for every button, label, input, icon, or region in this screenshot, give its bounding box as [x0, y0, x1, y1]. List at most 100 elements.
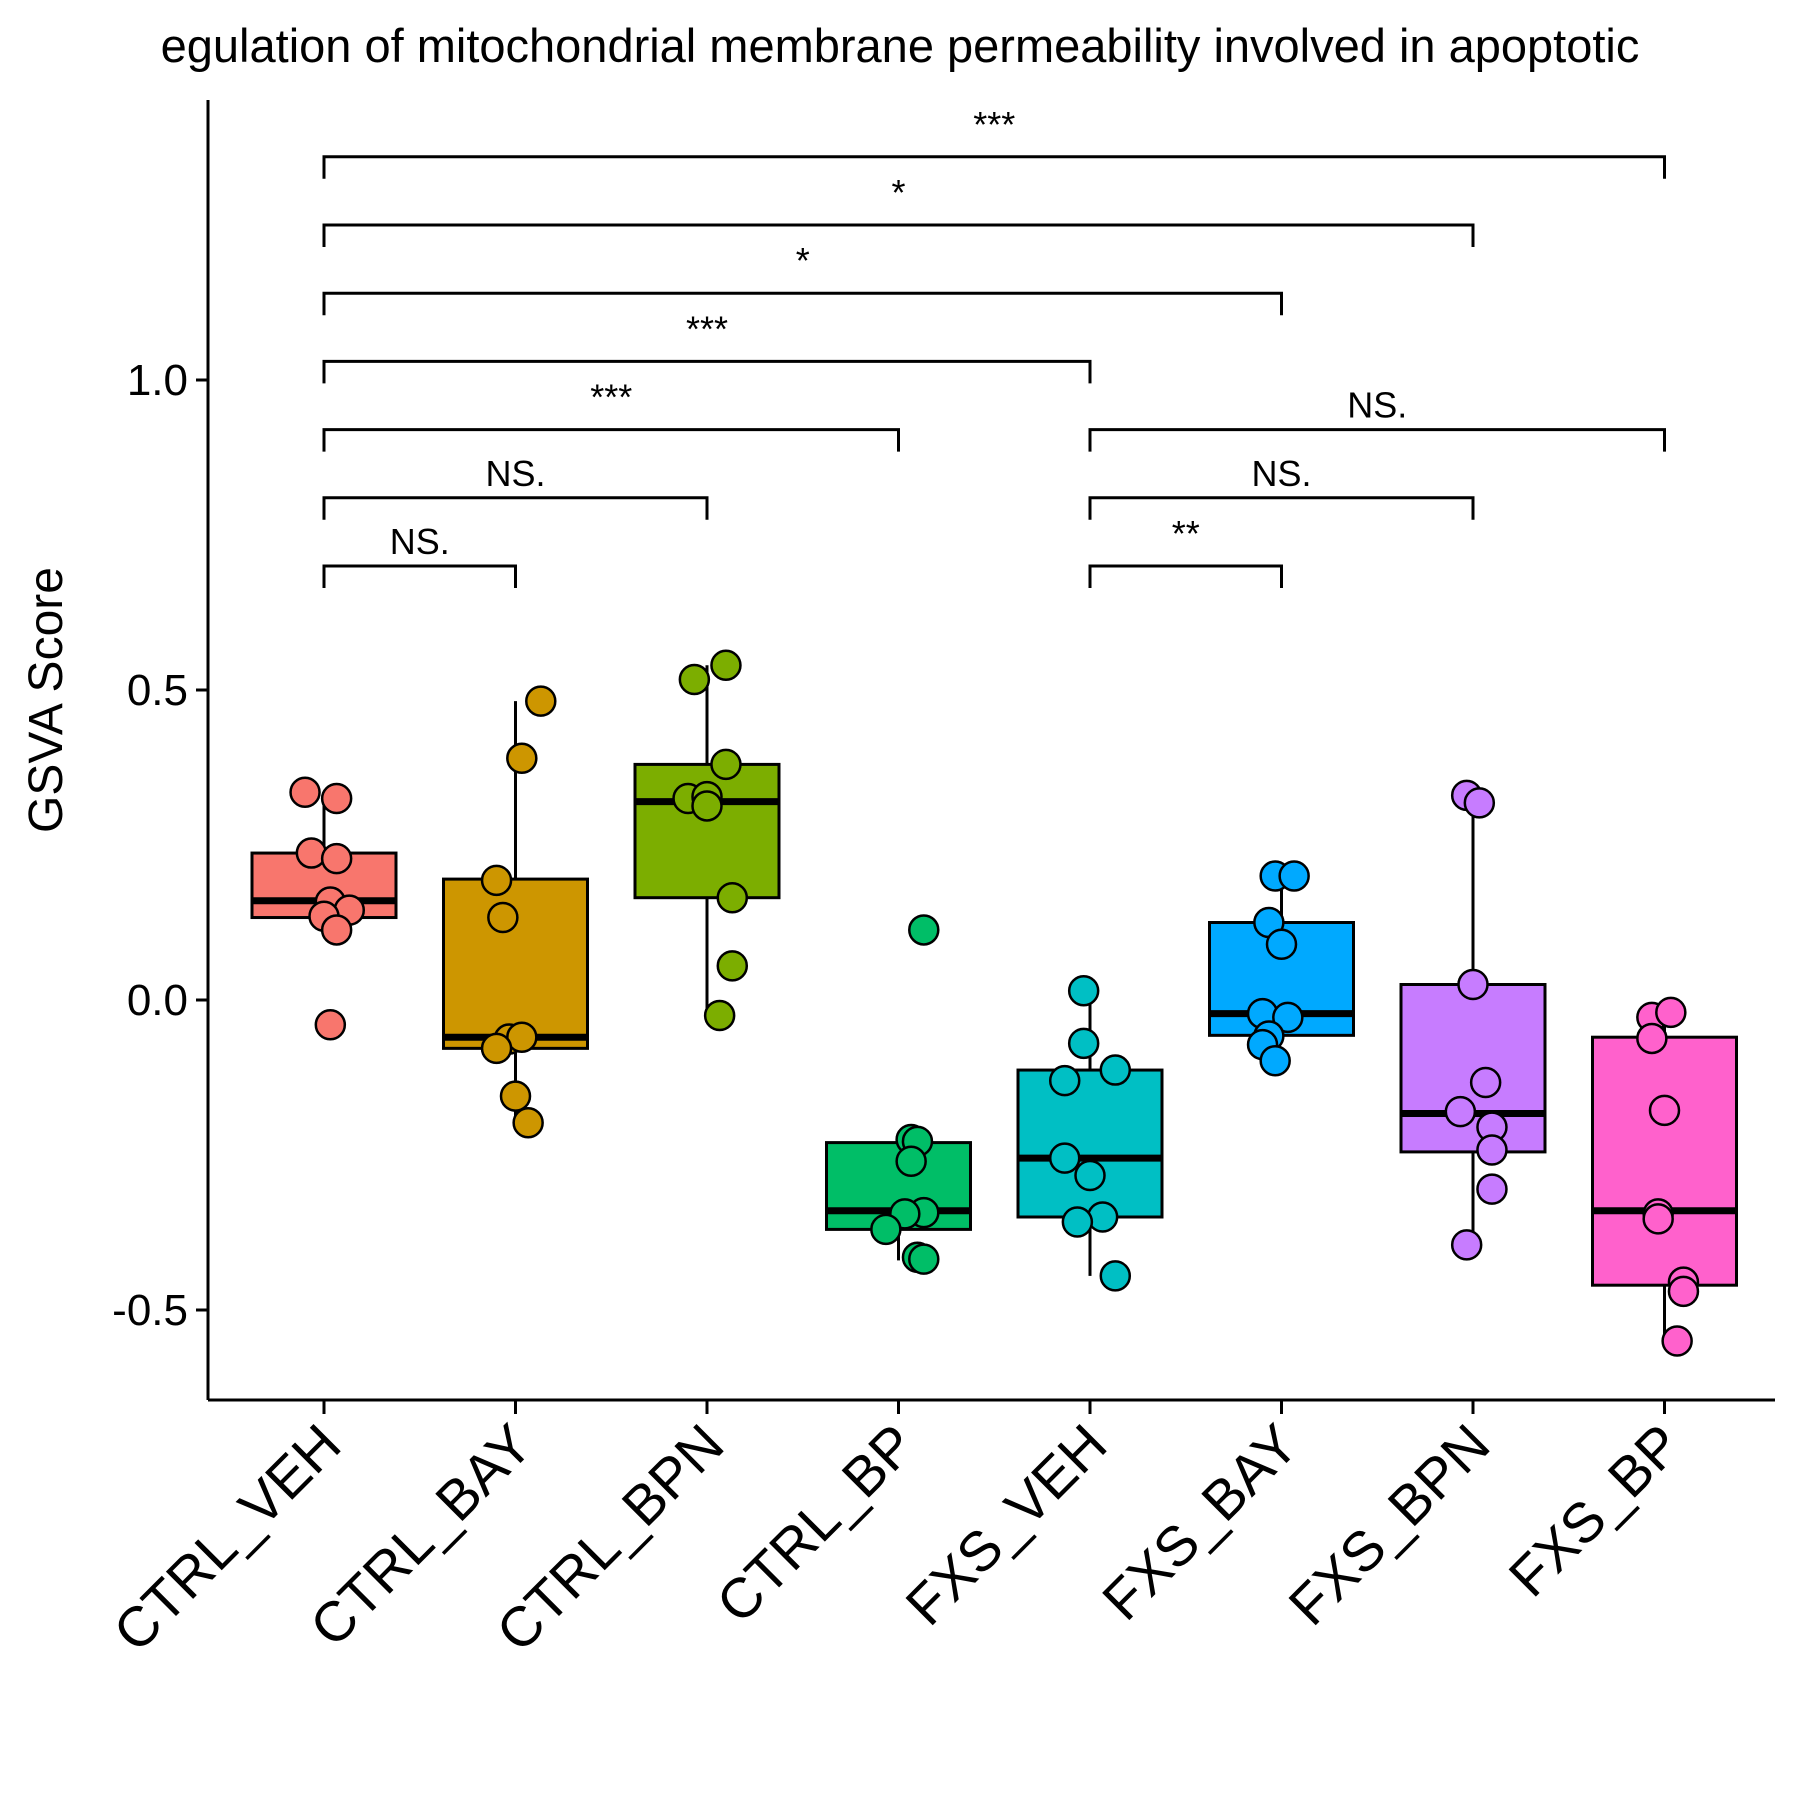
y-axis-label: GSVA Score	[20, 567, 73, 833]
bracket-line	[322, 291, 1283, 316]
box-rect	[442, 877, 589, 1050]
data-point	[1450, 1229, 1483, 1261]
data-point	[1067, 974, 1100, 1007]
data-point	[512, 1107, 544, 1139]
data-point	[320, 914, 353, 946]
bracket-line	[322, 428, 900, 452]
y-tick-label: 0.5	[127, 666, 188, 715]
data-point	[710, 649, 742, 681]
bracket-line	[322, 155, 1666, 179]
bracket-line	[322, 359, 1092, 384]
data-point	[1661, 1325, 1693, 1357]
data-point	[1648, 1094, 1681, 1127]
data-point	[295, 837, 328, 869]
bracket-line	[322, 223, 1475, 247]
data-point	[1099, 1260, 1132, 1292]
data-point	[870, 1213, 902, 1246]
data-point	[710, 748, 742, 781]
data-point	[1048, 1064, 1081, 1097]
data-point	[1476, 1134, 1508, 1166]
box-FXS_BPN	[1399, 798, 1547, 1245]
significance-label: NS.	[485, 453, 545, 494]
data-point	[1476, 1173, 1508, 1205]
bracket-line	[1088, 496, 1475, 520]
box-CTRL_BPN	[633, 665, 781, 1016]
y-tick-label: 0.0	[127, 976, 188, 1025]
data-point	[1463, 787, 1496, 819]
data-point	[1655, 996, 1687, 1029]
y-tick-label: -0.5	[112, 1286, 188, 1335]
box-rect	[1016, 1068, 1164, 1219]
bracket-line	[322, 496, 709, 520]
data-point	[1086, 1201, 1119, 1233]
x-ticks: CTRL_VEHCTRL_BAYCTRL_BPNCTRL_BPFXS_VEHFX…	[101, 1400, 1693, 1663]
y-tick-label: 1.0	[127, 356, 188, 405]
data-point	[678, 663, 711, 696]
data-point	[1444, 1095, 1477, 1128]
significance-label: NS.	[390, 521, 450, 562]
data-point	[506, 742, 538, 774]
data-point	[895, 1145, 927, 1177]
bracket-CTRL_VEH-vs-CTRL_BPN: NS.	[322, 453, 709, 520]
x-tick-label: FXS_BPN	[1276, 1412, 1501, 1637]
data-point	[499, 1080, 532, 1112]
x-tick-group: FXS_VEH	[893, 1412, 1118, 1637]
significance-label: ***	[590, 377, 632, 418]
bracket-CTRL_VEH-vs-FXS_BPN: *	[322, 172, 1475, 247]
bracket-FXS_VEH-vs-FXS_BAY: **	[1088, 513, 1283, 588]
significance-label: *	[796, 240, 810, 281]
data-point	[1048, 1142, 1081, 1174]
significance-label: NS.	[1347, 385, 1407, 426]
data-point	[320, 782, 353, 815]
data-point	[289, 776, 321, 809]
data-point	[1265, 928, 1298, 960]
significance-label: **	[1172, 513, 1200, 554]
y-ticks: -0.5 0.0 0.5 1.0	[112, 356, 208, 1335]
bracket-CTRL_VEH-vs-CTRL_BAY: NS.	[322, 521, 517, 588]
significance-label: *	[891, 172, 905, 213]
x-tick-label: FXS_BAY	[1090, 1412, 1310, 1632]
data-point	[480, 1032, 513, 1065]
chart-title: egulation of mitochondrial membrane perm…	[161, 19, 1640, 72]
bracket-FXS_VEH-vs-FXS_BPN: NS.	[1088, 453, 1475, 520]
bracket-CTRL_VEH-vs-FXS_VEH: ***	[322, 308, 1092, 384]
bracket-CTRL_VEH-vs-CTRL_BP: ***	[322, 377, 900, 452]
data-point	[1272, 1001, 1304, 1034]
data-point	[1278, 860, 1310, 892]
bracket-FXS_VEH-vs-FXS_BP: NS.	[1088, 385, 1666, 452]
data-point	[1259, 1045, 1291, 1077]
data-point	[1642, 1203, 1674, 1235]
bracket-CTRL_VEH-vs-FXS_BAY: *	[322, 240, 1283, 316]
data-point	[703, 999, 736, 1032]
data-points	[289, 649, 1700, 1357]
data-point	[908, 914, 940, 946]
box-CTRL_BAY	[442, 701, 589, 1121]
x-tick-group: FXS_BPN	[1276, 1412, 1501, 1637]
data-point	[480, 864, 513, 897]
data-point	[1667, 1275, 1700, 1308]
x-tick-label: CTRL_BP	[704, 1412, 927, 1635]
boxes	[250, 665, 1738, 1341]
box-FXS_BP	[1591, 1012, 1738, 1341]
data-point	[1457, 968, 1489, 1001]
data-point	[487, 901, 519, 934]
significance-label: NS.	[1251, 453, 1311, 494]
data-point	[525, 685, 557, 717]
x-tick-label: FXS_VEH	[893, 1412, 1118, 1637]
data-point	[1074, 1159, 1106, 1192]
data-point	[1636, 1022, 1668, 1055]
axes	[206, 100, 1775, 1402]
significance-label: ***	[973, 104, 1015, 145]
data-point	[1061, 1206, 1094, 1238]
bracket-line	[1088, 564, 1283, 588]
significance-brackets: NS.NS.*************NS.NS.	[322, 104, 1666, 588]
bracket-line	[1088, 428, 1666, 452]
x-tick-group: CTRL_BP	[704, 1412, 927, 1635]
box-rect	[1591, 1035, 1738, 1287]
data-point	[716, 950, 749, 982]
box-rect	[1399, 983, 1547, 1154]
x-tick-label: FXS_BP	[1497, 1412, 1693, 1608]
data-point	[1469, 1066, 1502, 1099]
data-point	[1067, 1027, 1100, 1060]
